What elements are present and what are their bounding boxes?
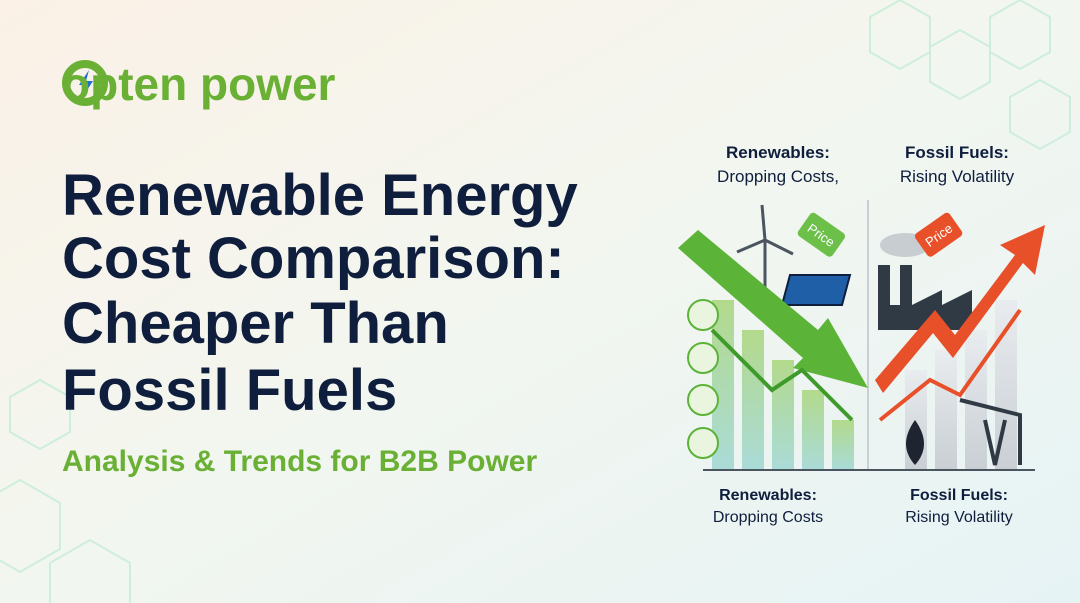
label-text: Dropping Costs	[713, 509, 823, 526]
logo-icon	[62, 60, 108, 106]
logo-bolt	[79, 70, 93, 98]
title-line: Fossil Fuels	[62, 358, 397, 423]
title-line: Cheaper Than	[62, 291, 449, 356]
title-line: Cost Comparison:	[62, 226, 565, 291]
label-text: Rising Volatility	[905, 509, 1013, 526]
label-text: Dropping Costs,	[717, 167, 839, 186]
label-heading: Fossil Fuels:	[905, 143, 1009, 162]
logo: opten power	[62, 58, 336, 110]
label-heading: Fossil Fuels:	[910, 487, 1008, 504]
label-text: Rising Volatility	[900, 167, 1015, 186]
illustration: Price Price	[678, 200, 1045, 471]
label-heading: Renewables:	[726, 143, 830, 162]
label-heading: Renewables:	[719, 487, 817, 504]
title-line: Renewable Energy	[62, 163, 578, 228]
subtitle: Analysis & Trends for B2B Power	[62, 445, 537, 478]
